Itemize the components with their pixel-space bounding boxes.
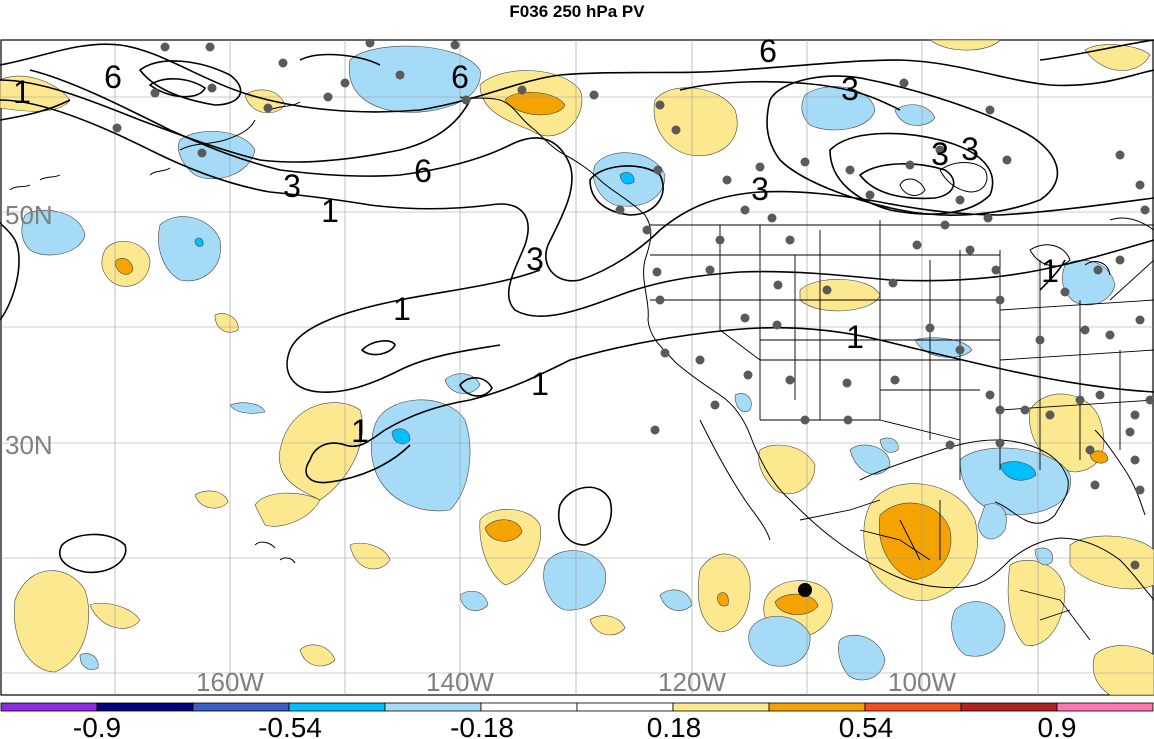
colorbar-swatch — [384, 702, 482, 712]
negative-anomaly-core — [194, 172, 1037, 481]
colorbar-tick-label: 0.18 — [647, 712, 702, 739]
colorbar-tick-label: -0.18 — [450, 712, 514, 739]
colorbar-swatch — [480, 702, 578, 712]
colorbar-swatch — [576, 702, 674, 712]
colorbar: -0.9 -0.54 -0.18 0.18 0.54 0.9 — [0, 702, 1154, 739]
colorbar-swatch — [672, 702, 770, 712]
colorbar-ticks: -0.9 -0.54 -0.18 0.18 0.54 0.9 — [73, 712, 1077, 739]
lon-label-160w: 160W — [196, 667, 264, 696]
contour-label: 1 — [531, 366, 549, 402]
positive-anomaly-core — [114, 91, 1109, 615]
contour-label: 6 — [759, 39, 777, 69]
station-dots — [112, 39, 1154, 570]
contour-label: 6 — [104, 59, 122, 95]
lat-label-30n: 30N — [5, 430, 53, 460]
storm-center-marker — [798, 583, 812, 597]
colorbar-swatch — [0, 702, 98, 712]
contour-label: 3 — [961, 131, 979, 167]
colorbar-swatches — [0, 702, 1154, 712]
state-borders — [650, 220, 1154, 641]
colorbar-swatch — [288, 702, 386, 712]
contour-label: 1 — [1041, 253, 1059, 289]
contour-label: 3 — [526, 241, 544, 277]
contour-label: 3 — [283, 168, 301, 204]
negative-anomaly-shading — [21, 45, 1116, 681]
contour-label: 3 — [841, 71, 859, 107]
map-title: F036 250 hPa PV — [509, 2, 645, 21]
contour-label: 1 — [351, 413, 369, 449]
colorbar-swatch — [864, 702, 962, 712]
colorbar-tick-label: -0.54 — [258, 712, 322, 739]
pv-map: 1 6 6 3 1 6 3 3 3 3 6 3 1 1 1 1 1 50N 30… — [0, 39, 1154, 696]
contour-label: 3 — [751, 171, 769, 207]
colorbar-swatch — [960, 702, 1058, 712]
contour-label: 6 — [451, 59, 469, 95]
lon-label-140w: 140W — [426, 667, 494, 696]
contour-label: 1 — [13, 74, 31, 110]
colorbar-swatch — [768, 702, 866, 712]
colorbar-swatch — [1056, 702, 1154, 712]
lon-label-100w: 100W — [888, 667, 956, 696]
pv-contours — [0, 39, 1154, 574]
contour-label: 6 — [414, 153, 432, 189]
colorbar-tick-label: 0.9 — [1038, 712, 1077, 739]
contour-label: 1 — [321, 193, 339, 229]
colorbar-swatch — [96, 702, 194, 712]
lat-label-50n: 50N — [5, 200, 53, 230]
contour-label: 1 — [393, 291, 411, 327]
contour-label: 3 — [931, 136, 949, 172]
lon-label-120w: 120W — [658, 667, 726, 696]
colorbar-tick-label: 0.54 — [839, 712, 894, 739]
colorbar-swatch — [192, 702, 290, 712]
contour-labels: 1 6 6 3 1 6 3 3 3 3 6 3 1 1 1 1 1 — [13, 39, 1059, 449]
contour-label: 1 — [846, 319, 864, 355]
colorbar-tick-label: -0.9 — [73, 712, 121, 739]
axis-labels: 50N 30N 160W 140W 120W 100W — [5, 200, 956, 696]
positive-anomaly-shading — [0, 39, 1154, 696]
